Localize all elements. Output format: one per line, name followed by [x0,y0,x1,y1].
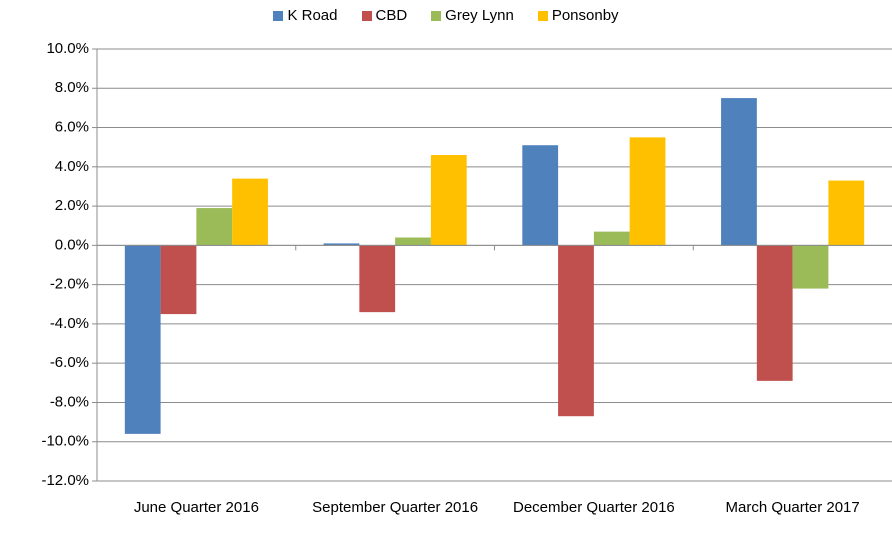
y-tick-label: -2.0% [50,276,89,293]
bar [323,243,360,246]
y-tick-label: 2.0% [55,197,89,214]
legend-label: Grey Lynn [445,7,514,24]
bar [721,98,757,246]
bar [232,178,268,246]
y-tick-label: -4.0% [50,315,89,332]
legend-label: K Road [287,7,338,24]
legend-item: Ponsonby [537,7,619,24]
bar [522,145,559,246]
x-tick-label: March Quarter 2017 [725,499,860,516]
x-tick-label: December Quarter 2016 [513,499,675,516]
y-tick-label: -10.0% [41,433,89,450]
bar [593,231,630,246]
y-tick-label: 0.0% [55,236,89,253]
legend-label: Ponsonby [551,7,619,24]
y-tick-label: -8.0% [50,393,89,410]
y-tick-label: 4.0% [55,158,89,175]
bar [558,245,594,417]
legend-label: CBD [375,7,408,24]
bar [430,155,467,246]
legend-item: K Road [273,7,338,24]
bar [395,237,431,246]
x-tick-label: June Quarter 2016 [133,499,259,516]
y-tick-label: -12.0% [41,472,89,489]
bar [196,208,233,246]
legend-swatch [537,10,548,21]
y-tick-label: 6.0% [55,119,89,136]
y-tick-label: 10.0% [46,40,89,57]
bar [756,245,793,381]
legend-item: CBD [361,7,408,24]
y-tick-label: -6.0% [50,354,89,371]
y-tick-label: 8.0% [55,79,89,96]
bar [629,137,666,246]
legend-swatch [273,10,284,21]
legend-swatch [431,10,442,21]
bar [124,245,161,434]
bar [160,245,197,315]
legend-item: Grey Lynn [431,7,514,24]
legend: K Road CBD Grey Lynn Ponsonby [0,7,892,24]
legend-swatch [361,10,372,21]
x-tick-label: September Quarter 2016 [312,499,479,516]
bar [828,180,865,246]
bar [792,245,829,289]
bar [359,245,396,313]
